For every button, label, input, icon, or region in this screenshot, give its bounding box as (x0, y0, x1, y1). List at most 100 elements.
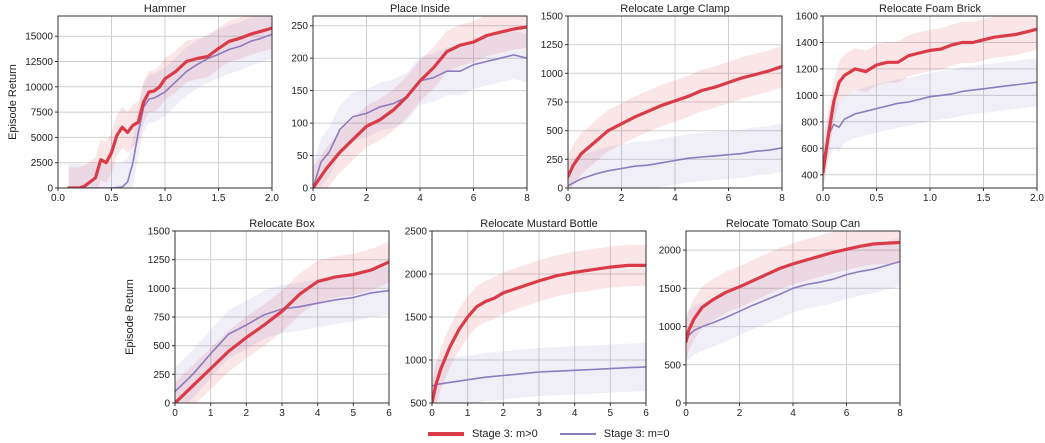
panel-title: Relocate Foam Brick (879, 3, 982, 15)
x-tick-label: 0.5 (105, 193, 119, 204)
y-tick-label: 250 (153, 370, 170, 381)
panel-title: Place Inside (390, 3, 450, 15)
x-tick-label: 1.0 (158, 193, 172, 204)
y-tick-label: 1000 (405, 356, 428, 367)
panel-4: 0 1 2 3 4 5 6 0 250 500 750 1000 1250 1500 Relocate Bo… (124, 218, 392, 419)
y-tick-label: 250 (291, 21, 308, 32)
panel-0: 0.0 0.5 1.0 1.5 2.0 0 2500 5000 7500 10000 12500 15… (7, 3, 279, 204)
x-tick-label: 0 (565, 193, 571, 204)
plot-area (67, 16, 272, 188)
legend-label-m-pos: Stage 3: m>0 (472, 428, 538, 440)
x-tick-label: 0.0 (51, 193, 65, 204)
x-tick-label: 6 (844, 408, 850, 419)
panel-6: 0 2 4 6 8 0 500 1000 1500 2000 Relocate Tomato Sou… (659, 218, 903, 419)
y-axis-label: Episode Return (7, 64, 19, 140)
x-tick-label: 0 (172, 408, 178, 419)
y-tick-label: 200 (291, 54, 308, 65)
series-line-m-pos (686, 240, 900, 344)
series-band-m-pos (686, 231, 900, 363)
series-band-m-zero (68, 16, 272, 188)
x-tick-label: 4 (672, 193, 678, 204)
y-tick-label: 1200 (796, 64, 819, 75)
series-line-m-zero (686, 260, 900, 339)
plot-area (432, 244, 646, 403)
plot-area (568, 45, 782, 188)
x-tick-label: 0 (310, 193, 316, 204)
series-band-m-zero (568, 123, 782, 188)
x-tick-label: 5 (351, 408, 357, 419)
panel-title: Relocate Large Clamp (620, 3, 729, 15)
y-tick-label: 100 (291, 119, 308, 130)
panel-title: Hammer (144, 3, 187, 15)
legend-item-m-pos: Stage 3: m>0 (428, 428, 538, 440)
y-tick-label: 0 (302, 184, 308, 195)
series-band-m-pos (68, 16, 272, 188)
y-tick-label: 1600 (796, 12, 819, 23)
x-tick-label: 2 (244, 408, 250, 419)
series-band-m-pos (175, 241, 389, 403)
y-tick-label: 1250 (148, 255, 171, 266)
series-line-m-zero (823, 81, 1037, 163)
y-tick-label: 250 (546, 155, 563, 166)
y-tick-label: 750 (153, 313, 170, 324)
x-tick-label: 2 (501, 408, 507, 419)
y-tick-label: 500 (664, 360, 681, 371)
legend-item-m-zero: Stage 3: m=0 (559, 428, 670, 440)
y-tick-label: 1500 (541, 12, 564, 23)
x-tick-label: 2 (737, 408, 743, 419)
x-tick-label: 0 (429, 408, 435, 419)
panel-title: Relocate Tomato Soup Can (726, 218, 860, 230)
y-tick-label: 800 (801, 117, 818, 128)
series-line-m-pos (823, 27, 1037, 174)
x-tick-label: 6 (471, 193, 477, 204)
plot-area (823, 16, 1037, 188)
y-tick-label: 750 (546, 98, 563, 109)
y-axis-label: Episode Return (124, 279, 136, 355)
x-tick-label: 4 (790, 408, 796, 419)
y-tick-label: 10000 (25, 82, 53, 93)
series-band-m-zero (313, 30, 527, 188)
y-tick-label: 1000 (796, 91, 819, 102)
y-tick-label: 1000 (659, 322, 682, 333)
legend-swatch-m-zero (559, 433, 596, 435)
series-band-m-zero (432, 342, 646, 403)
series-band-m-zero (823, 58, 1037, 186)
legend-swatch-m-pos (428, 432, 464, 436)
series-band-m-zero (175, 266, 389, 403)
y-tick-label: 1000 (148, 284, 171, 295)
plot-area (175, 241, 389, 403)
series-band-m-pos (313, 16, 527, 188)
y-tick-label: 2000 (659, 246, 682, 257)
y-tick-label: 1400 (796, 38, 819, 49)
x-tick-label: 0.5 (870, 193, 884, 204)
x-tick-label: 1 (208, 408, 214, 419)
series-line-m-pos (432, 263, 646, 403)
legend: Stage 3: m>0 Stage 3: m=0 (428, 426, 692, 442)
y-tick-label: 400 (801, 170, 818, 181)
x-tick-label: 4 (572, 408, 578, 419)
x-tick-label: 2 (619, 193, 625, 204)
x-tick-label: 6 (726, 193, 732, 204)
panel-3: 0.0 0.5 1.0 1.5 2.0 400 600 800 1000 1200 1400 1600… (796, 3, 1045, 204)
y-tick-label: 2500 (31, 158, 54, 169)
x-tick-label: 2.0 (265, 193, 279, 204)
series-line-m-zero (432, 366, 646, 387)
x-tick-label: 6 (386, 408, 392, 419)
y-tick-label: 500 (546, 126, 563, 137)
series-line-m-pos (175, 260, 389, 403)
x-tick-label: 0.0 (816, 193, 830, 204)
y-tick-label: 0 (164, 399, 170, 410)
series-line-m-pos (313, 25, 527, 188)
y-tick-label: 7500 (31, 108, 54, 119)
x-tick-label: 2 (364, 193, 370, 204)
x-tick-label: 1.5 (212, 193, 226, 204)
y-tick-label: 1250 (541, 40, 564, 51)
x-tick-label: 3 (279, 408, 285, 419)
y-tick-label: 0 (675, 399, 681, 410)
x-tick-label: 5 (608, 408, 614, 419)
y-tick-label: 1500 (659, 284, 682, 295)
plot-area (686, 231, 900, 363)
series-band-m-pos (823, 16, 1037, 188)
x-tick-label: 3 (536, 408, 542, 419)
y-tick-label: 5000 (31, 133, 54, 144)
